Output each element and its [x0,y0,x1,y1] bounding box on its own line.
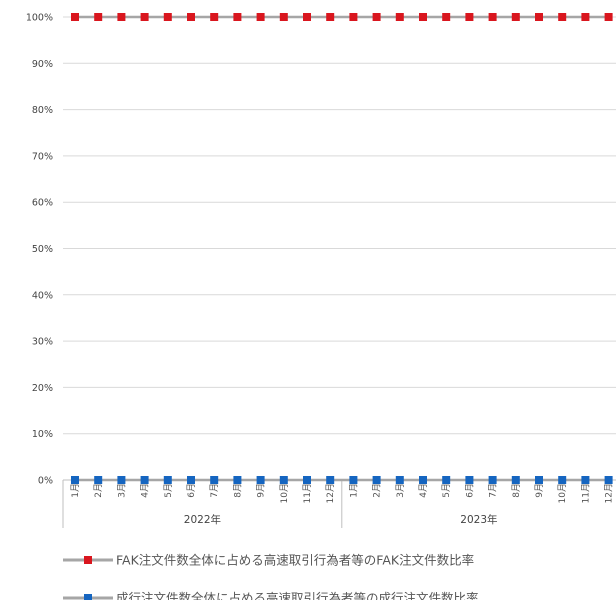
data-point [233,476,242,484]
x-tick-label: 8月 [511,483,522,498]
x-tick-label: 3月 [395,483,406,498]
data-point [558,13,567,21]
legend-item: 成行注文件数全体に占める高速取引行為者等の成行注文件数比率 [63,591,479,600]
x-tick-label: 1月 [348,483,359,498]
data-point [465,476,474,484]
series-1 [71,13,613,21]
data-point [349,476,358,484]
x-tick-label: 9月 [534,483,545,498]
data-point [488,13,497,21]
data-point [163,476,172,484]
y-tick-label: 100% [26,13,53,24]
data-point [442,13,451,21]
data-point [117,476,126,484]
y-tick-label: 80% [32,105,53,116]
legend: FAK注文件数全体に占める高速取引行為者等のFAK注文件数比率成行注文件数全体に… [63,553,479,600]
y-tick-label: 40% [32,290,53,301]
data-point [395,476,404,484]
x-group-label: 2022年 [184,513,221,526]
x-tick-label: 1月 [70,483,81,498]
data-point [558,476,567,484]
x-tick-label: 6月 [464,483,475,498]
data-point [604,476,613,484]
data-point [535,13,543,21]
y-tick-label: 90% [32,59,53,70]
legend-label: 成行注文件数全体に占める高速取引行為者等の成行注文件数比率 [116,591,479,600]
data-point [372,476,381,484]
x-tick-label: 3月 [116,483,127,498]
data-point [140,476,149,484]
data-point [581,476,590,484]
x-tick-label: 4月 [418,483,429,498]
data-point [140,13,149,21]
x-tick-label: 2月 [93,483,104,498]
x-tick-label: 4月 [140,483,151,498]
y-tick-label: 10% [32,429,53,440]
y-tick-label: 20% [32,383,53,394]
data-point [94,13,103,21]
data-point [71,13,79,21]
data-point [256,476,265,484]
x-axis: 1月 2月 3月 4月 5月 6月 7月 8月 9月 10月 11月 12月 1月 2月 3月 4月 5月 6月 7… [62,480,615,528]
data-point [233,13,242,21]
data-point [117,13,126,21]
data-point [71,476,79,484]
x-tick-label: 10月 [557,483,568,503]
data-point [303,476,311,484]
x-tick-label: 7月 [209,483,220,498]
legend-marker [84,556,92,564]
gridlines [63,16,616,435]
x-tick-label: 11月 [580,483,591,503]
data-point [163,13,172,21]
y-tick-label: 30% [32,337,53,348]
x-tick-label: 11月 [302,483,313,503]
data-point [442,476,451,484]
data-point [279,13,288,21]
series-2 [71,476,613,484]
data-point [303,13,311,21]
data-point [187,13,195,21]
y-tick-label: 50% [32,244,53,255]
data-point [604,13,613,21]
legend-label: FAK注文件数全体に占める高速取引行為者等のFAK注文件数比率 [116,553,474,568]
legend-item: FAK注文件数全体に占める高速取引行為者等のFAK注文件数比率 [63,553,474,568]
x-group-label: 2023年 [460,513,497,526]
x-tick-label: 8月 [232,483,243,498]
x-tick-label: 9月 [256,483,267,498]
data-point [326,13,335,21]
x-tick-label: 5月 [441,483,452,498]
data-point [349,13,358,21]
data-point [581,13,590,21]
data-point [465,13,474,21]
data-point [395,13,404,21]
data-point [488,476,497,484]
x-tick-label: 6月 [186,483,197,498]
x-tick-label: 2月 [372,483,383,498]
data-point [256,13,265,21]
y-tick-label: 0% [38,476,53,487]
data-point [94,476,103,484]
data-point [419,13,427,21]
data-point [187,476,195,484]
y-axis: 0% 10% 20% 30% 40% 50% 60% 70% 80% 90% 100% [26,13,53,487]
data-point [210,476,219,484]
data-point [326,476,335,484]
data-point [511,13,520,21]
data-point [511,476,520,484]
x-tick-label: 12月 [325,483,336,503]
x-tick-label: 5月 [163,483,174,498]
data-point [210,13,219,21]
data-point [535,476,543,484]
x-tick-label: 10月 [279,483,290,503]
legend-marker [84,594,92,600]
y-tick-label: 70% [32,151,53,162]
data-point [419,476,427,484]
data-point [279,476,288,484]
data-point [372,13,381,21]
x-tick-label: 7月 [488,483,499,498]
y-tick-label: 60% [32,198,53,209]
x-tick-label: 12月 [604,483,615,503]
